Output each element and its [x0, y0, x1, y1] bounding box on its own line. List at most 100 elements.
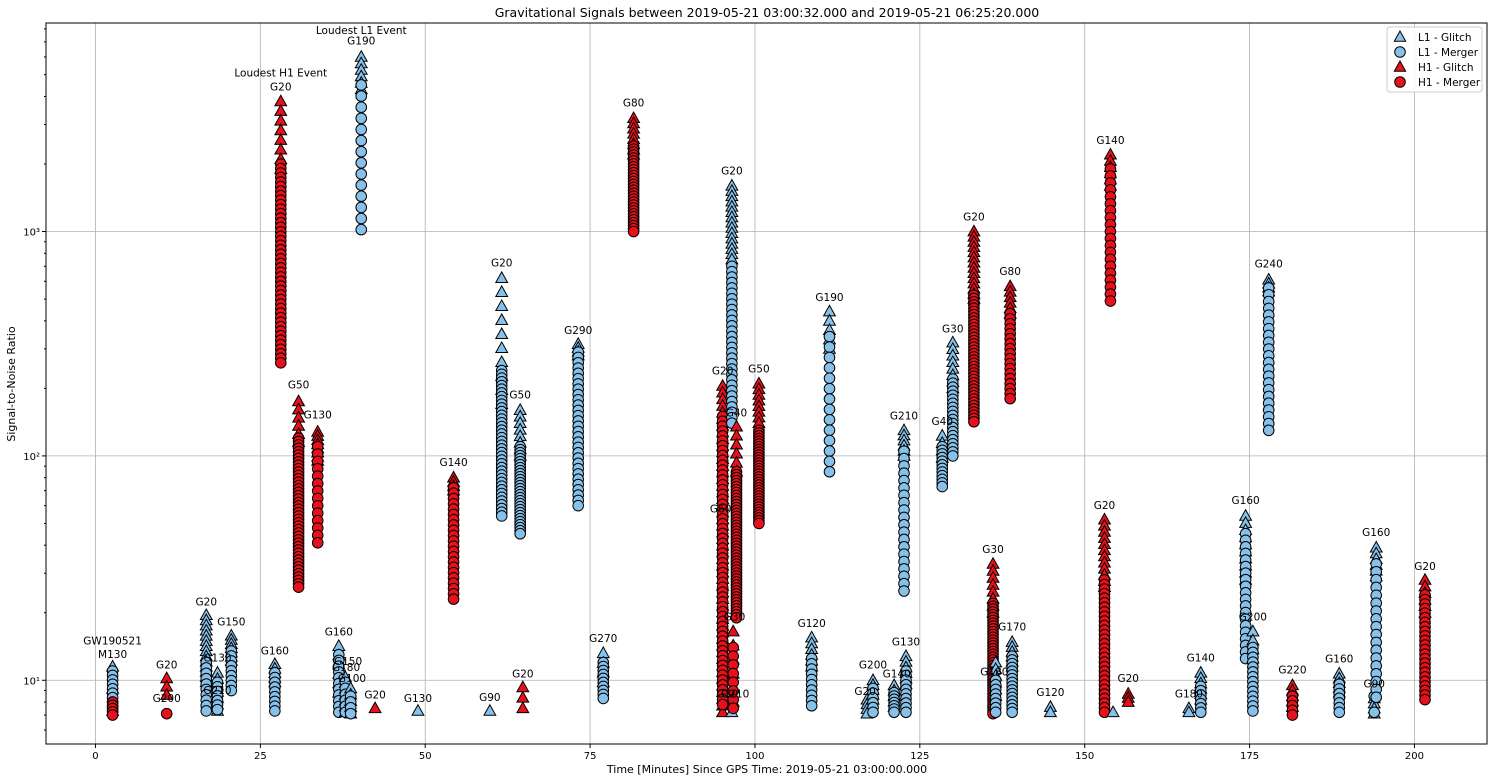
legend-marker-l1-glitch	[1393, 29, 1407, 42]
l1-merger-point	[823, 362, 836, 374]
legend-marker-l1-merger	[1394, 46, 1406, 58]
h1-merger-point	[274, 356, 287, 369]
event-annotation: G130	[892, 636, 920, 648]
l1-merger-point	[989, 706, 1002, 719]
event-annotation: G30	[717, 688, 739, 700]
event-annotation: G30	[724, 611, 746, 623]
l1-merger-point	[823, 455, 836, 468]
h1-glitch-point	[715, 705, 730, 718]
event-annotation: G160	[261, 646, 289, 658]
l1-merger-point	[823, 393, 836, 405]
h1-glitch-point	[516, 701, 530, 714]
x-axis-ticks: 0 25 50 75 100 125 150 175 200	[92, 744, 1424, 762]
h1-merger-point	[447, 593, 460, 605]
l1-merger-point	[823, 382, 836, 395]
h1-merger-point	[1004, 392, 1016, 405]
l1-merger-point	[355, 134, 368, 147]
l1-merger-point	[269, 705, 281, 717]
event-annotation: G120	[798, 618, 826, 630]
event-annotation: G30	[942, 323, 964, 335]
l1-glitch-point	[483, 703, 497, 716]
l1-glitch-point	[494, 312, 509, 325]
event-annotation: G20	[1414, 561, 1436, 573]
event-annotation: G100	[338, 673, 366, 685]
axes-frame	[45, 22, 1488, 745]
l1-merger-point	[211, 703, 224, 716]
l1-merger-point	[514, 527, 526, 540]
l1-glitch-point	[494, 340, 509, 354]
x-tick-label: 200	[1405, 751, 1424, 762]
legend-label: H1 - Glitch	[1418, 62, 1474, 74]
l1-merger-point	[1006, 706, 1018, 719]
event-annotation: G20	[512, 668, 534, 680]
h1-merger-point	[727, 702, 739, 715]
h1-glitch-point	[159, 687, 174, 700]
l1-merger-point	[355, 212, 368, 225]
y-tick-label: 10³	[23, 228, 40, 239]
l1-merger-point	[1194, 706, 1207, 719]
l1-merger-point	[900, 706, 912, 719]
l1-merger-point	[823, 341, 836, 353]
legend-label: H1 - Merger	[1418, 77, 1481, 89]
legend-box	[1386, 26, 1483, 93]
y-tick-label: 10²	[23, 452, 40, 463]
l1-glitch-point	[411, 703, 425, 716]
event-annotation: G40	[726, 407, 748, 419]
h1-merger-point	[753, 517, 765, 530]
event-annotation: G160	[1232, 495, 1260, 507]
event-annotation: G20	[156, 659, 178, 671]
h1-merger-point	[106, 709, 119, 721]
x-tick-label: 0	[92, 751, 98, 762]
event-annotation: G170	[998, 621, 1026, 633]
x-tick-label: 25	[254, 751, 267, 762]
legend-label: L1 - Glitch	[1418, 32, 1472, 44]
h1-merger-point	[292, 581, 305, 593]
l1-glitch-point	[1182, 705, 1196, 718]
event-annotation: G20	[1094, 500, 1116, 512]
event-annotation: Loudest L1 Event	[316, 25, 407, 37]
event-annotation: GW190521	[83, 636, 142, 648]
l1-merger-point	[947, 450, 959, 462]
event-annotation: G190	[815, 292, 843, 304]
l1-merger-point	[597, 692, 610, 705]
h1-merger-point	[1286, 709, 1299, 721]
l1-merger-point	[823, 351, 836, 364]
event-annotation: G130	[304, 409, 332, 421]
l1-glitch-point	[494, 284, 509, 297]
l1-merger-point	[1333, 706, 1346, 719]
event-annotation: G50	[509, 390, 531, 402]
event-annotation: G180	[332, 662, 360, 674]
l1-merger-point	[200, 705, 213, 717]
event-annotation: G150	[334, 656, 362, 668]
legend-marker-h1-merger	[1394, 76, 1406, 88]
event-annotation: Loudest H1 Event	[234, 68, 327, 80]
event-annotation: G140	[1096, 135, 1124, 147]
l1-merger-point	[355, 123, 368, 136]
event-annotation: G160	[325, 627, 353, 639]
l1-merger-point	[823, 330, 836, 343]
y-tick-label: 10¹	[23, 676, 40, 687]
event-annotation: G20	[1117, 673, 1139, 685]
event-annotation: G20	[196, 597, 218, 609]
l1-glitch-point	[1043, 705, 1058, 718]
event-annotation: G60	[710, 503, 732, 515]
event-annotation: G80	[623, 98, 645, 110]
x-tick-label: 150	[1075, 751, 1094, 762]
event-annotation: G220	[1278, 665, 1306, 677]
event-annotation: G130	[203, 653, 231, 665]
l1-merger-point	[823, 372, 836, 385]
event-annotation: G200	[859, 659, 887, 671]
event-annotation: G140	[439, 457, 467, 469]
event-annotation: G80	[999, 266, 1021, 278]
legend-marker-h1-glitch	[1393, 59, 1407, 72]
l1-merger-point	[572, 499, 585, 512]
l1-glitch-point	[494, 326, 509, 339]
event-annotation: G20	[364, 689, 386, 701]
legend: L1 - Glitch L1 - Merger H1 - Glitch H1 - Me…	[1386, 26, 1483, 93]
h1-glitch-point	[726, 624, 740, 637]
l1-merger-point	[355, 201, 368, 214]
chart-title: Gravitational Signals between 2019-05-21…	[495, 5, 1040, 20]
event-annotation: G90	[1363, 678, 1385, 690]
event-annotation: G90	[479, 692, 501, 704]
